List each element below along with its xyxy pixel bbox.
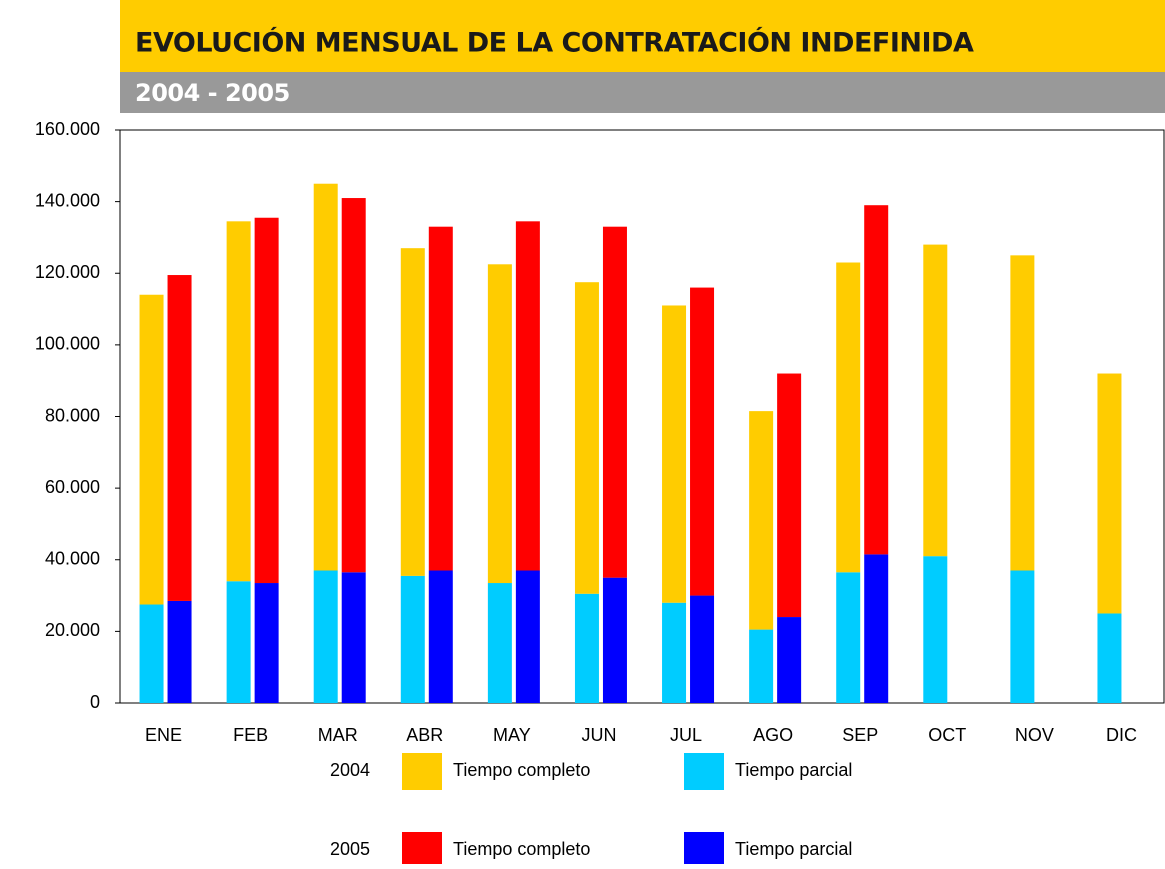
bar-segment [400, 248, 425, 576]
x-tick-label: FEB [233, 725, 268, 745]
bar-segment [487, 583, 512, 703]
bar-segment [226, 581, 251, 703]
x-tick-label: MAY [493, 725, 531, 745]
chart-subtitle: 2004 - 2005 [135, 79, 290, 107]
y-tick-label: 140.000 [35, 190, 100, 210]
x-tick-label: OCT [928, 725, 966, 745]
bar-segment [226, 221, 251, 582]
bar-segment [749, 629, 774, 703]
x-tick-label: JUN [581, 725, 616, 745]
y-tick-label: 0 [90, 692, 100, 712]
legend-swatch [684, 753, 724, 790]
legend-label: Tiempo completo [453, 839, 590, 859]
chart-title: EVOLUCIÓN MENSUAL DE LA CONTRATACIÓN IND… [135, 27, 974, 59]
legend-swatch [402, 832, 442, 869]
bar-segment [139, 604, 164, 703]
legend-label: Tiempo completo [453, 760, 590, 780]
y-tick-label: 40.000 [45, 549, 100, 569]
y-tick-label: 160.000 [35, 119, 100, 139]
bar-segment [602, 226, 627, 578]
bar-segment [690, 287, 715, 596]
bar-segment [254, 217, 279, 584]
y-tick-label: 100.000 [35, 334, 100, 354]
bar-segment [1097, 613, 1122, 703]
x-tick-label: MAR [318, 725, 358, 745]
bar-segment [313, 570, 338, 703]
legend-group-label: 2004 [330, 760, 370, 780]
x-tick-label: SEP [842, 725, 878, 745]
legend-swatch [684, 832, 724, 869]
bar-segment [662, 305, 687, 603]
legend-swatch [402, 753, 442, 790]
legend-group-label: 2005 [330, 839, 370, 859]
bar-segment [254, 583, 279, 703]
x-tick-label: ENE [145, 725, 182, 745]
bar-segment [515, 570, 540, 703]
legend-label: Tiempo parcial [735, 760, 852, 780]
bar-segment [428, 570, 453, 703]
bar-segment [341, 572, 366, 703]
bar-segment [167, 275, 192, 601]
x-tick-label: AGO [753, 725, 793, 745]
y-tick-label: 60.000 [45, 477, 100, 497]
bar-segment [662, 602, 687, 703]
bar-segment [864, 205, 889, 555]
bar-segment [777, 373, 802, 618]
bar-segment [341, 198, 366, 573]
bar-segment [574, 593, 599, 703]
y-tick-label: 120.000 [35, 262, 100, 282]
y-tick-label: 80.000 [45, 405, 100, 425]
bar-segment [923, 244, 948, 557]
bar-segment [923, 556, 948, 703]
bar-segment [1010, 255, 1035, 571]
bar-segment [139, 294, 164, 605]
bar-segment [167, 600, 192, 703]
bar-segment [487, 264, 512, 584]
x-tick-label: ABR [406, 725, 443, 745]
bar-segment [864, 554, 889, 703]
x-tick-label: JUL [670, 725, 702, 745]
bar-segment [313, 183, 338, 571]
y-tick-label: 20.000 [45, 620, 100, 640]
subtitle-band [120, 72, 1165, 113]
bar-segment [777, 617, 802, 703]
bar-segment [602, 577, 627, 703]
bar-segment [836, 572, 861, 703]
bar-segment [749, 411, 774, 630]
x-tick-label: NOV [1015, 725, 1054, 745]
bar-segment [515, 221, 540, 571]
bar-segment [1097, 373, 1122, 614]
bar-segment [690, 595, 715, 703]
bar-segment [400, 575, 425, 703]
legend-label: Tiempo parcial [735, 839, 852, 859]
bar-segment [836, 262, 861, 573]
bar-segment [574, 282, 599, 594]
x-tick-label: DIC [1106, 725, 1137, 745]
title-band [120, 0, 1165, 72]
bar-segment [1010, 570, 1035, 703]
bar-segment [428, 226, 453, 571]
